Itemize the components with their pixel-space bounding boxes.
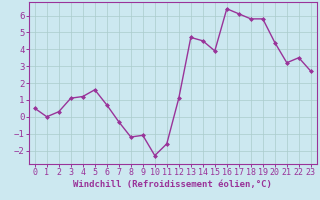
X-axis label: Windchill (Refroidissement éolien,°C): Windchill (Refroidissement éolien,°C) xyxy=(73,180,272,189)
